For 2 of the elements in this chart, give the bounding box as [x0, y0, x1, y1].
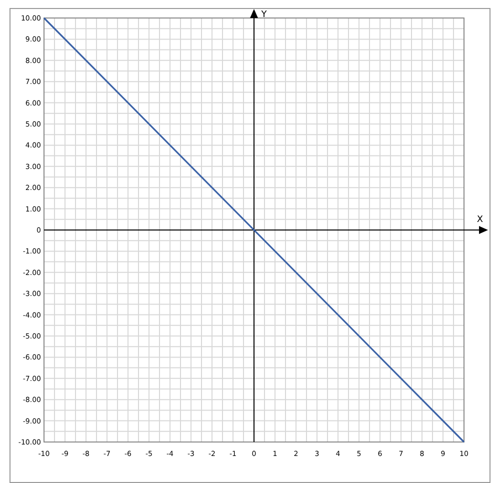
- y-axis-title: Y: [260, 10, 268, 20]
- x-axis-title: X: [476, 215, 484, 225]
